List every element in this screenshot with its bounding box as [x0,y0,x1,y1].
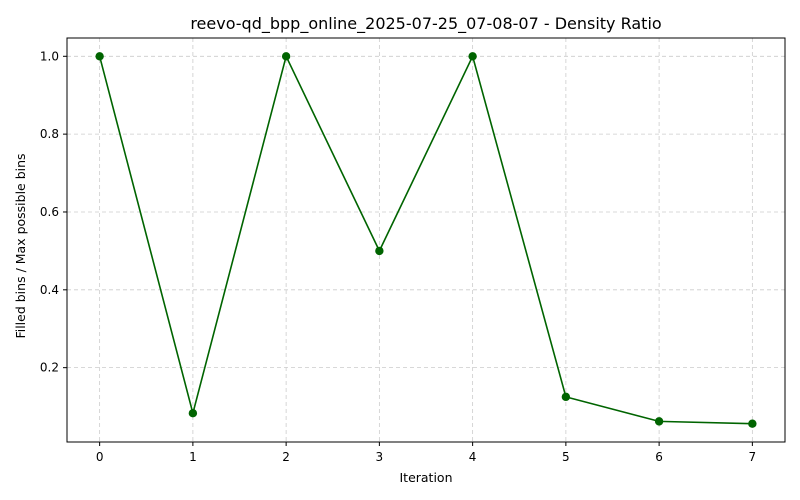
y-tick-label: 0.2 [40,361,59,375]
x-tick-label: 7 [749,450,757,464]
data-point [188,408,198,418]
grid [67,38,785,442]
y-tick-label: 0.8 [40,127,59,141]
data-point [654,417,664,426]
plot-frame [66,37,786,443]
y-axis-ticks: 0.2 0.4 0.6 0.8 1.0 [40,49,67,375]
data-point [375,246,384,256]
x-axis-ticks: 0 1 2 3 4 5 6 7 [96,442,756,464]
x-tick-label: 2 [282,450,290,464]
x-tick-label: 6 [655,450,663,464]
x-tick-label: 3 [376,450,384,464]
series-line [98,53,753,425]
data-point [281,52,291,61]
x-axis-label: Iteration [399,470,452,485]
y-tick-label: 0.6 [40,205,59,219]
x-tick-label: 0 [96,450,104,464]
x-tick-label: 5 [562,450,570,464]
chart-title: reevo-qd_bpp_online_2025-07-25_07-08-07 … [190,14,661,34]
data-point [95,52,104,61]
x-tick-label: 1 [189,450,197,464]
data-point [561,392,571,402]
y-axis-label: Filled bins / Max possible bins [13,153,28,338]
y-tick-label: 0.4 [40,283,59,297]
series-group [95,52,757,428]
data-point [468,52,477,61]
data-point [748,419,757,428]
y-tick-label: 1.0 [40,49,59,63]
x-tick-label: 4 [469,450,477,464]
